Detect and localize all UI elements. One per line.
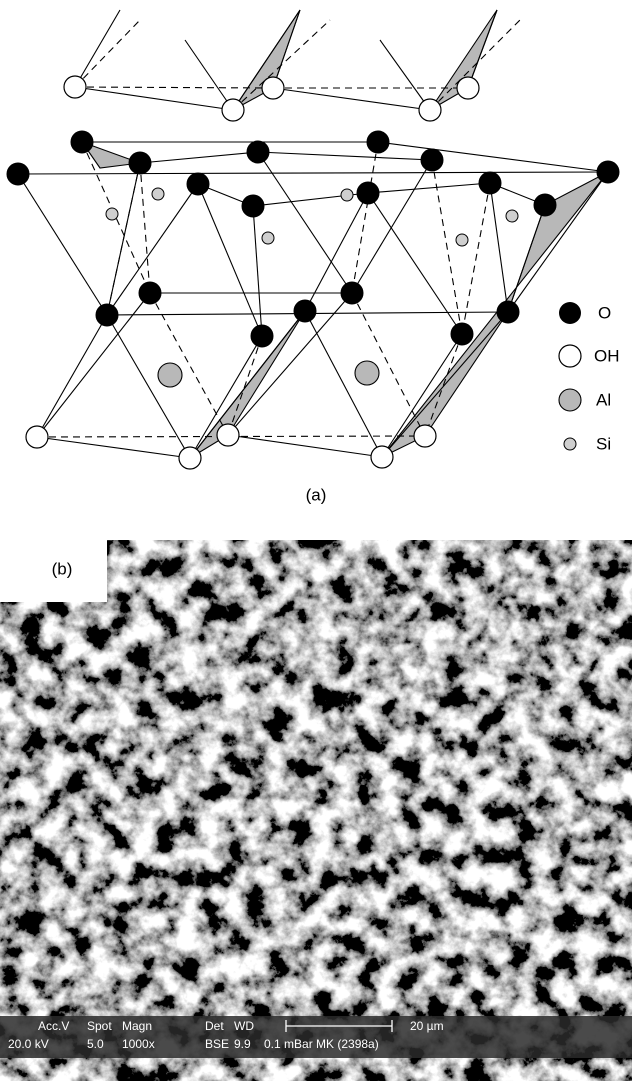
caption: (a) <box>306 485 327 504</box>
info-label: Acc.V <box>38 1019 69 1033</box>
oh-atoms <box>26 76 479 469</box>
sem-image: (b) Acc.V Spot Magn Det WD 20.0 kV 5.0 1… <box>0 540 632 1081</box>
info-bar: Acc.V Spot Magn Det WD 20.0 kV 5.0 1000x… <box>0 1016 632 1058</box>
legend: O OH Al Si <box>559 302 620 453</box>
solid-bonds <box>18 10 608 458</box>
info-label: WD <box>234 1019 254 1033</box>
legend-swatch <box>559 302 581 324</box>
info-label: Spot <box>87 1019 112 1033</box>
legend-label: O <box>598 303 611 322</box>
info-value: 5.0 <box>87 1037 104 1051</box>
crystal-structure <box>7 10 619 469</box>
image-label: (b) <box>52 559 73 578</box>
legend-swatch <box>559 389 581 411</box>
info-value: 20.0 kV <box>8 1037 49 1051</box>
legend-swatch <box>559 345 581 367</box>
legend-label: Si <box>596 434 611 453</box>
si-atoms <box>106 188 518 246</box>
legend-label: OH <box>594 346 620 365</box>
figure: O OH Al Si (a) (b) Acc.V Spot Magn Det W… <box>0 0 632 1081</box>
legend-label: Al <box>596 390 611 409</box>
legend-swatch <box>564 438 576 450</box>
info-value: BSE <box>205 1037 229 1051</box>
sem-texture <box>0 540 632 1081</box>
info-label: Magn <box>122 1019 152 1033</box>
info-value: 0.1 mBar MK (2398a) <box>264 1037 379 1051</box>
info-value: 9.9 <box>234 1037 251 1051</box>
scale-label: 20 µm <box>410 1019 444 1033</box>
info-value: 1000x <box>122 1037 155 1051</box>
info-label: Det <box>205 1019 224 1033</box>
